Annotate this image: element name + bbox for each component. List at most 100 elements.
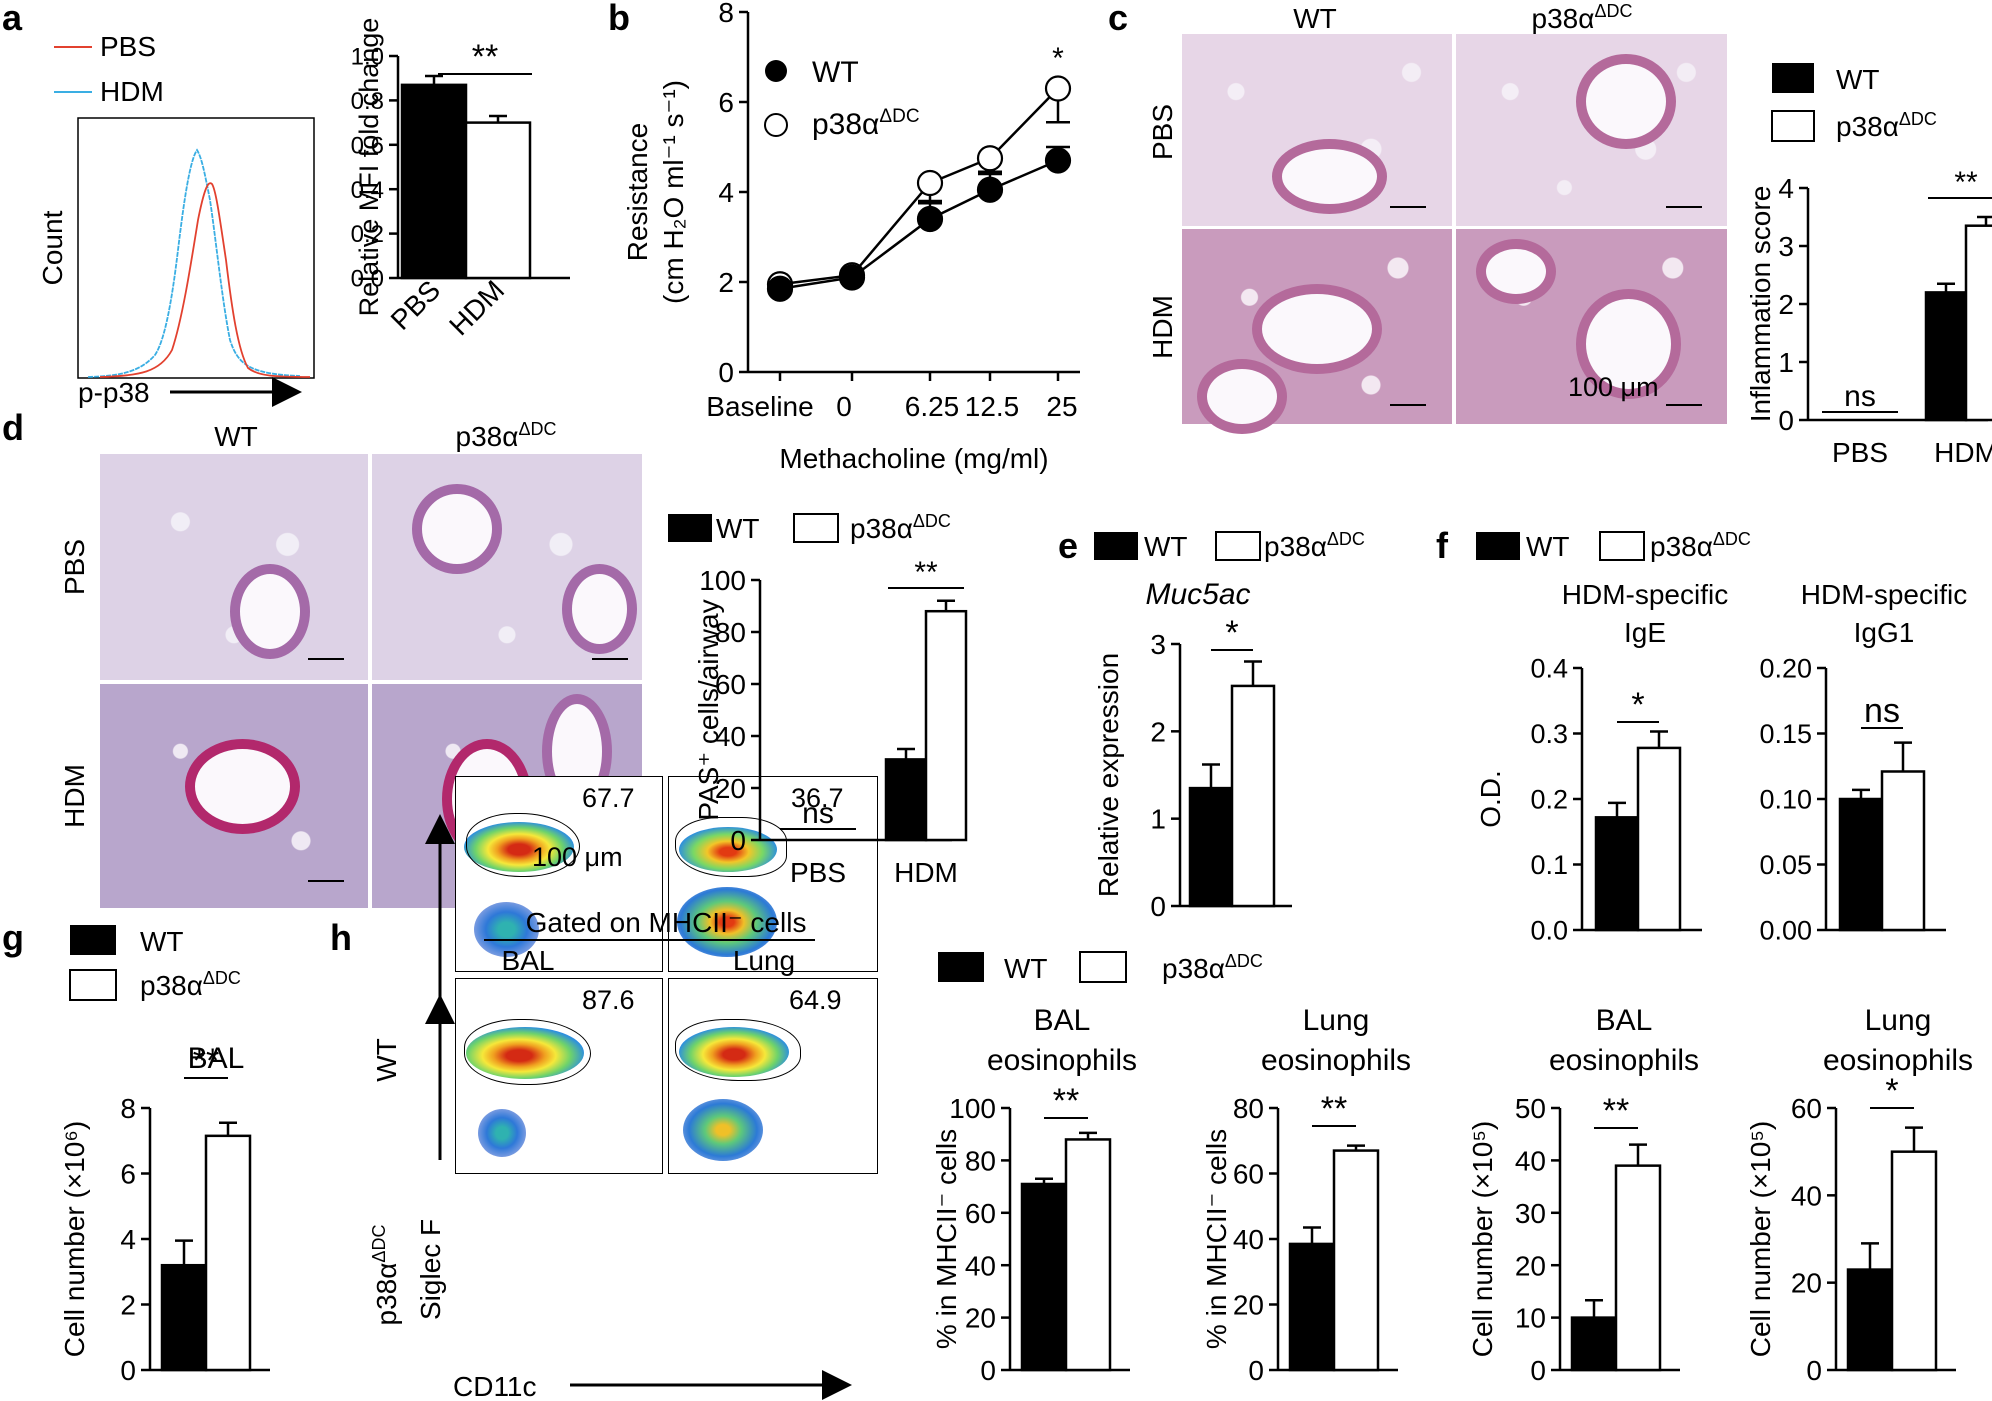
significance-marker: ns	[1864, 692, 1900, 730]
gate-percentage: 87.6	[582, 985, 635, 1015]
x-tick-label: PBS	[790, 857, 846, 888]
data-point-wt	[766, 275, 794, 302]
column-label-ko: p38αΔDC	[456, 419, 557, 452]
bar-ko	[1064, 1138, 1112, 1372]
legend-label-sup: ΔDC	[1713, 529, 1751, 549]
chart-title: HDM-specific	[1801, 579, 1967, 610]
micrograph-c-wt-hdm	[1182, 229, 1452, 434]
scale-bar	[308, 658, 344, 660]
legend-label: p38αΔDC	[1162, 951, 1263, 984]
row-label-hdm: HDM	[1147, 295, 1178, 359]
y-tick-label: 0	[1778, 405, 1794, 436]
legend-label: HDM	[100, 76, 164, 107]
panel-letter-f: f	[1436, 525, 1449, 566]
cell-cluster	[474, 902, 539, 957]
row-label-hdm: HDM	[59, 764, 90, 828]
y-axis-label: Cell number (×10⁵)	[1745, 1121, 1776, 1357]
y-tick-label: 8	[120, 1093, 136, 1124]
column-label-ko-text: p38α	[1532, 3, 1595, 34]
panel-d-legend: WT p38αΔDC	[668, 511, 951, 544]
y-tick-label: 50	[1515, 1093, 1546, 1124]
scale-bar	[1390, 404, 1426, 406]
eosinophil-gate	[466, 813, 580, 877]
scale-bar-label: 100 μm	[532, 842, 623, 872]
x-tick-label: 12.5	[965, 391, 1020, 422]
y-tick-label: 8	[718, 0, 734, 28]
panel-letter-h: h	[330, 917, 352, 958]
y-tick-label: 60	[965, 1198, 996, 1229]
panel-e-legend: WT p38αΔDC	[1094, 529, 1365, 562]
data-point-wt	[838, 264, 866, 291]
micrograph-c-ko-pbs	[1456, 34, 1727, 226]
x-tick-label: 6.25	[905, 391, 960, 422]
scale-bar	[1390, 206, 1426, 208]
cell-cluster	[683, 1099, 763, 1161]
significance-marker: *	[1885, 1072, 1898, 1110]
y-tick-label: 80	[715, 617, 746, 648]
flow-y-axis-label: Siglec F	[415, 1219, 446, 1320]
significance-marker: **	[1603, 1092, 1629, 1130]
y-axis-label: Relative expression	[1093, 653, 1124, 897]
histogram-frame	[77, 117, 315, 379]
panel-letter-g: g	[2, 917, 24, 958]
cell-cluster	[677, 887, 777, 957]
y-tick-label: 0.20	[1759, 654, 1812, 684]
scale-bar-label: 100 μm	[1568, 372, 1659, 402]
legend-label: p38αΔDC	[1264, 529, 1365, 562]
y-axis-label: O.D.	[1475, 770, 1506, 828]
y-tick-label: 6	[120, 1159, 136, 1190]
x-axis-label: Methacholine (mg/ml)	[779, 443, 1048, 474]
y-tick-label: 30	[1515, 1198, 1546, 1229]
row-label-wt: WT	[371, 1038, 402, 1082]
y-axis-label: Relative MFI fold change	[354, 18, 384, 317]
bar-ko	[1332, 1149, 1380, 1372]
significance-marker: *	[1631, 686, 1644, 724]
micrograph-d-wt-pbs	[100, 454, 368, 680]
scale-bar	[1666, 404, 1702, 406]
legend-label: p38αΔDC	[1650, 529, 1751, 562]
scale-bar	[1666, 206, 1702, 208]
legend-swatch-wt	[1094, 532, 1138, 560]
flow-plot-ko-lung: 64.9	[668, 978, 878, 1174]
data-point-ko	[916, 169, 944, 197]
y-tick-label: 4	[1778, 173, 1794, 204]
y-tick-label: 40	[1791, 1180, 1822, 1211]
data-point-ko	[1044, 75, 1072, 102]
chart-title: BAL	[1596, 1004, 1653, 1037]
chart-title: eosinophils	[987, 1044, 1137, 1077]
y-tick-label: 40	[1515, 1145, 1546, 1176]
legend-marker-ko	[764, 113, 788, 137]
significance-marker: **	[1321, 1090, 1347, 1128]
column-label-wt: WT	[214, 421, 258, 452]
y-tick-label: 0	[1248, 1355, 1264, 1386]
y-tick-label: 60	[1233, 1159, 1264, 1190]
y-tick-label: 60	[715, 669, 746, 700]
column-label-ko-text: p38α	[456, 421, 519, 452]
bar-ko	[924, 609, 968, 842]
y-tick-label: 10	[1515, 1303, 1546, 1334]
airway	[1197, 359, 1287, 434]
y-tick-label: 0.10	[1759, 785, 1812, 815]
y-axis-label: % in MHCII⁻ cells	[931, 1129, 962, 1349]
micrograph-c-wt-pbs	[1182, 34, 1452, 226]
y-axis-label: % in MHCII⁻ cells	[1201, 1129, 1232, 1349]
panel-letter-c: c	[1108, 0, 1128, 38]
y-tick-label: 0	[120, 1355, 136, 1386]
legend-label: WT	[812, 56, 859, 89]
y-tick-label: 3	[1778, 231, 1794, 262]
chart-title: IgG1	[1854, 617, 1915, 648]
legend-label: p38α	[140, 970, 203, 1001]
bar-wt	[1594, 816, 1640, 932]
bar-wt	[1288, 1242, 1336, 1372]
legend-swatch-ko	[1599, 531, 1645, 561]
y-tick-label: 3	[1150, 629, 1166, 660]
bar-ko	[464, 121, 532, 280]
histogram-y-label: Count	[37, 210, 68, 285]
legend-label: p38αΔDC	[1836, 109, 1937, 142]
y-tick-label: 40	[715, 721, 746, 752]
airway	[185, 739, 300, 834]
airway	[230, 564, 310, 659]
y-tick-label: 20	[715, 773, 746, 804]
chart-title: eosinophils	[1823, 1044, 1973, 1077]
